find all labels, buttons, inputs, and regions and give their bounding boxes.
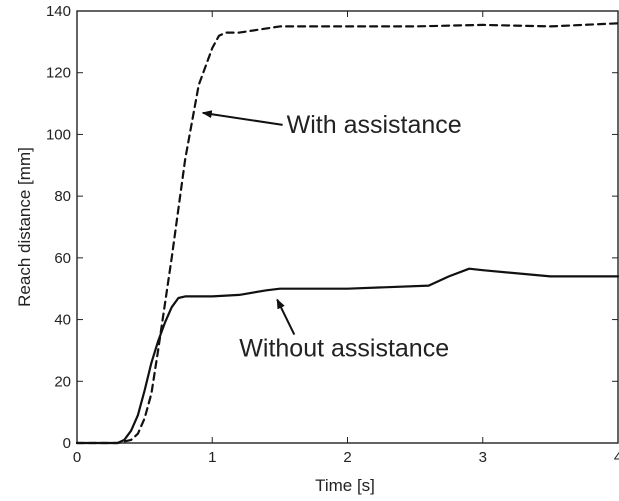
- y-tick-label: 20: [54, 373, 71, 390]
- y-tick-label: 100: [46, 126, 71, 143]
- y-axis-label: Reach distance [mm]: [15, 147, 34, 307]
- annotation-label: With assistance: [287, 111, 462, 139]
- y-tick-label: 120: [46, 65, 71, 82]
- y-tick-label: 0: [63, 435, 71, 452]
- series-line-without-assistance: [75, 267, 619, 445]
- x-tick-label: 1: [208, 449, 216, 466]
- x-tick-label: 0: [73, 449, 81, 466]
- y-tick-label: 140: [46, 3, 71, 20]
- x-tick-label: 4: [614, 449, 619, 466]
- x-tick-label: 3: [479, 449, 487, 466]
- y-tick-label: 40: [54, 312, 71, 329]
- x-tick-label: 2: [343, 449, 351, 466]
- annotation-layer: With assistance Without assistance: [201, 110, 462, 363]
- annotation-label: Without assistance: [239, 335, 449, 363]
- annotation-arrow: [276, 298, 296, 336]
- x-axis-label: Time [s]: [315, 476, 375, 495]
- y-tick-label: 80: [54, 188, 71, 205]
- y-tick-label: 60: [54, 250, 71, 267]
- plot-frame: [76, 10, 619, 444]
- annotation-arrow: [201, 110, 283, 126]
- series-line-with-assistance: [75, 22, 619, 445]
- series-layer: [75, 22, 619, 445]
